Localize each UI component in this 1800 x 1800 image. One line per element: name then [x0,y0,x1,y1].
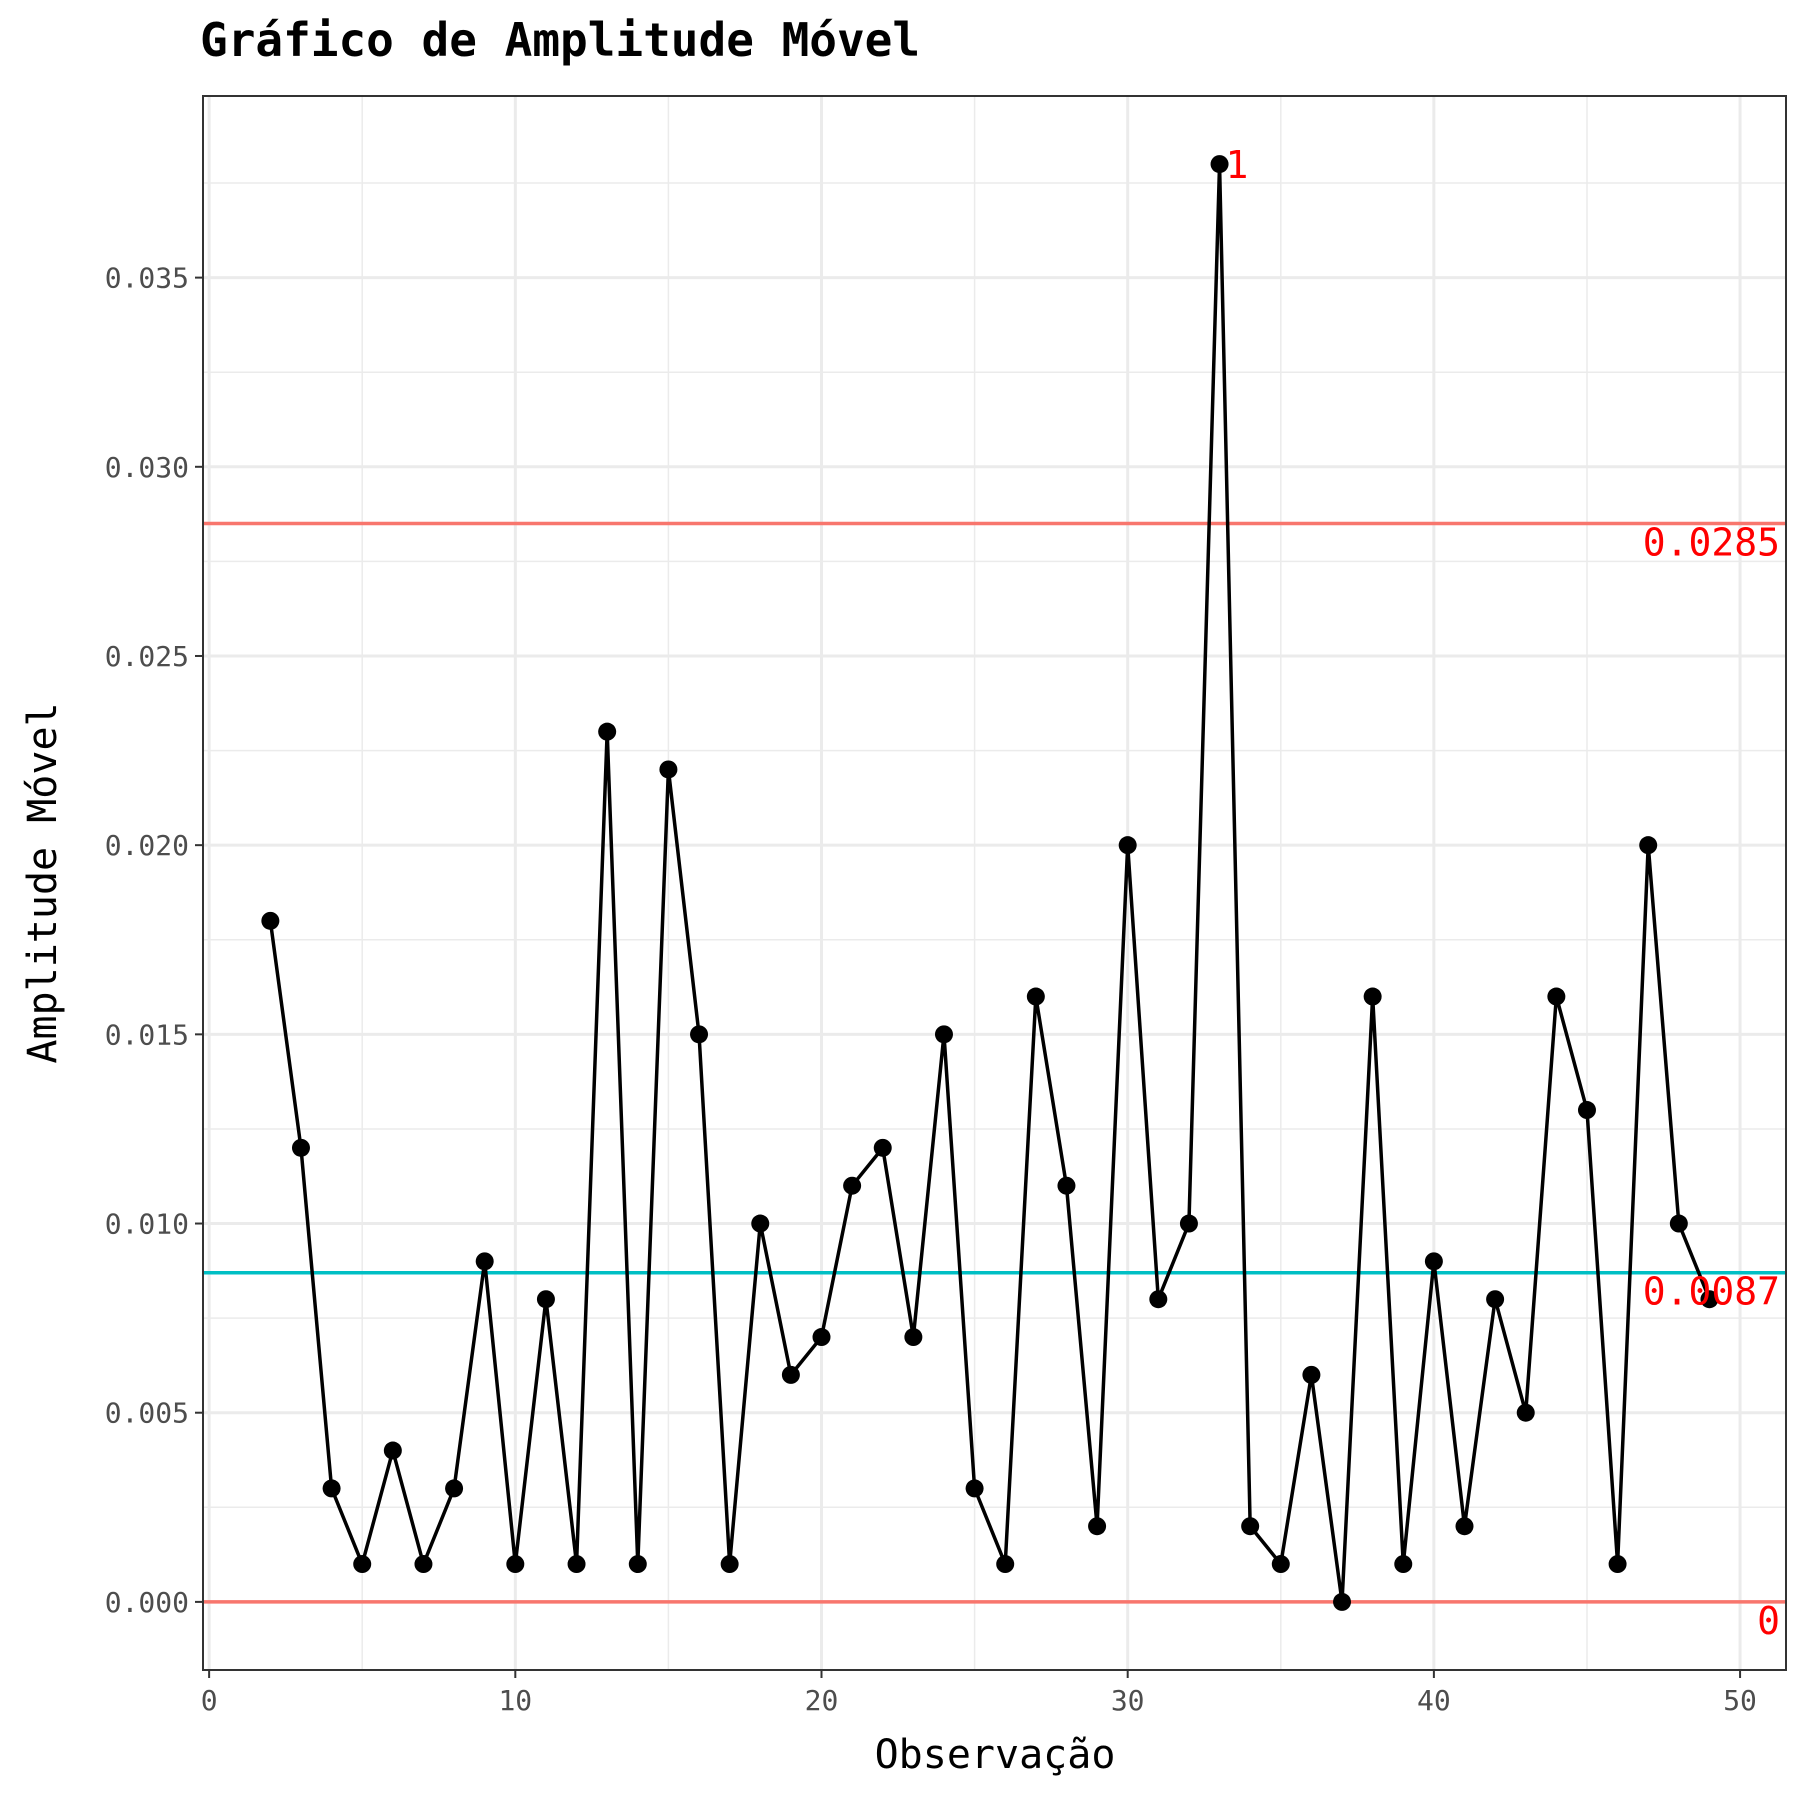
data-point [659,760,678,779]
data-point [1608,1555,1627,1574]
data-point [1210,155,1229,174]
control-limit-label: 0.0087 [1643,1270,1780,1314]
data-point [873,1138,892,1157]
plot-panel-border [202,95,1787,1671]
y-tick-label: 0.005 [105,1397,189,1430]
data-point [1424,1252,1443,1271]
x-tick-label: 20 [805,1684,839,1717]
data-point [353,1555,372,1574]
data-point [934,1025,953,1044]
data-point [261,911,280,930]
y-tick-label: 0.015 [105,1018,189,1051]
data-point [1302,1365,1321,1384]
data-point [1486,1290,1505,1309]
data-series [261,155,1719,1611]
data-point [996,1555,1015,1574]
data-point [1118,836,1137,855]
data-point [1088,1517,1107,1536]
data-point [291,1138,310,1157]
data-point [598,722,617,741]
grid-lines [203,96,1786,1670]
y-tick-label: 0.010 [105,1208,189,1241]
data-point [322,1479,341,1498]
data-point [690,1025,709,1044]
chart-title: Gráfico de Amplitude Móvel [200,13,920,67]
data-point [965,1479,984,1498]
y-tick-label: 0.030 [105,451,189,484]
data-point [1516,1403,1535,1422]
data-point [1271,1555,1290,1574]
data-point [414,1555,433,1574]
data-point [445,1479,464,1498]
x-tick-label: 30 [1111,1684,1145,1717]
data-point [1241,1517,1260,1536]
y-tick-label: 0.000 [105,1586,189,1619]
data-point [536,1290,555,1309]
data-point [628,1555,647,1574]
x-tick-label: 40 [1417,1684,1451,1717]
data-point [781,1365,800,1384]
data-point [1547,987,1566,1006]
control-limit-lines [203,521,1786,1604]
x-tick-label: 0 [201,1684,218,1717]
x-axis: 0 10 20 30 40 50 [201,1670,1757,1717]
data-point [1057,1176,1076,1195]
data-point [1333,1592,1352,1611]
y-axis-title: Amplitude Móvel [20,702,66,1063]
series-line [268,162,1712,1604]
data-point [1577,1101,1596,1120]
control-limit-label: 0.0285 [1643,521,1780,565]
data-point [1700,1290,1719,1309]
data-point [1179,1214,1198,1233]
data-point [1149,1290,1168,1309]
data-point [506,1555,525,1574]
x-tick-label: 10 [498,1684,532,1717]
data-point [812,1328,831,1347]
data-point [751,1214,770,1233]
data-point [720,1555,739,1574]
data-point [1455,1517,1474,1536]
x-axis-title: Observação [875,1732,1116,1778]
y-axis: 0.000 0.005 0.010 0.015 0.020 0.025 0.030 0.035 [105,262,203,1619]
data-point [567,1555,586,1574]
data-point [904,1328,923,1347]
data-point [843,1176,862,1195]
data-point [1639,836,1658,855]
data-point [1363,987,1382,1006]
data-point [1394,1555,1413,1574]
data-point [475,1252,494,1271]
control-limit-label: 0 [1757,1599,1780,1643]
y-tick-label: 0.025 [105,640,189,673]
data-point [383,1441,402,1460]
limit-labels: 0.0285 0.0087 0 1 [1226,143,1780,1643]
data-point [1669,1214,1688,1233]
y-tick-label: 0.020 [105,829,189,862]
out-of-control-marker: 1 [1226,143,1249,187]
y-tick-label: 0.035 [105,262,189,295]
data-point [1026,987,1045,1006]
x-tick-label: 50 [1723,1684,1757,1717]
